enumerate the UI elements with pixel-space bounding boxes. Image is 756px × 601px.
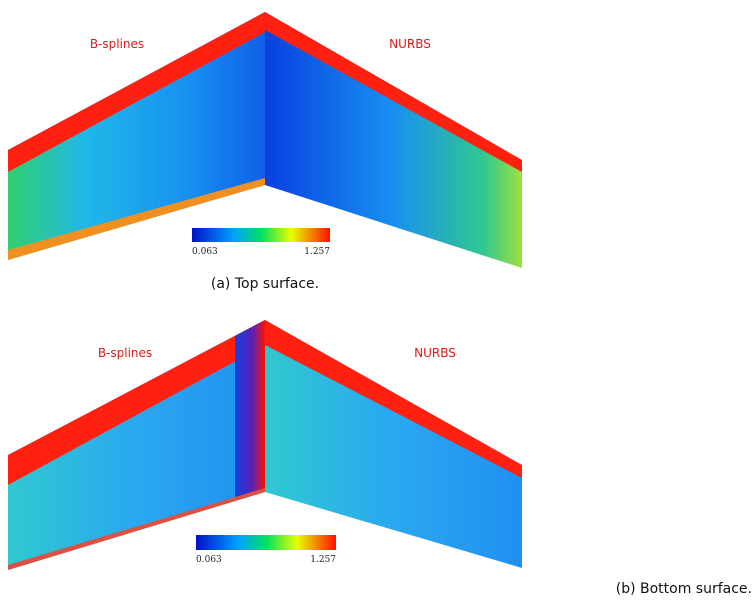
label: B-splines [98,346,152,360]
colorbar-max: 1.257 [310,555,336,565]
label: NURBS [414,346,456,360]
label: B-splines [90,37,144,51]
caption: (b) Bottom surface. [616,581,752,597]
leading-edge [8,12,265,172]
caption: (a) Top surface. [211,276,319,292]
colorbar-max: 1.257 [304,247,330,257]
trailing-edge [8,178,265,260]
right-wing [265,320,522,568]
right-wing [265,12,522,268]
spar [235,320,265,500]
panel-a: B-splines NURBS 0.063 1.257 (a) Top surf… [8,12,522,292]
colorbar-min: 0.063 [196,555,222,565]
leading-edge [265,320,522,478]
trailing-edge [8,488,265,570]
colorbar [196,535,336,550]
colorbar [192,228,330,242]
colorbar-min: 0.063 [192,247,218,257]
leading-edge [8,320,265,485]
panel-b: B-splines NURBS 0.063 1.257 (b) Bottom s… [8,320,752,597]
label: NURBS [389,37,431,51]
leading-edge [265,12,522,172]
